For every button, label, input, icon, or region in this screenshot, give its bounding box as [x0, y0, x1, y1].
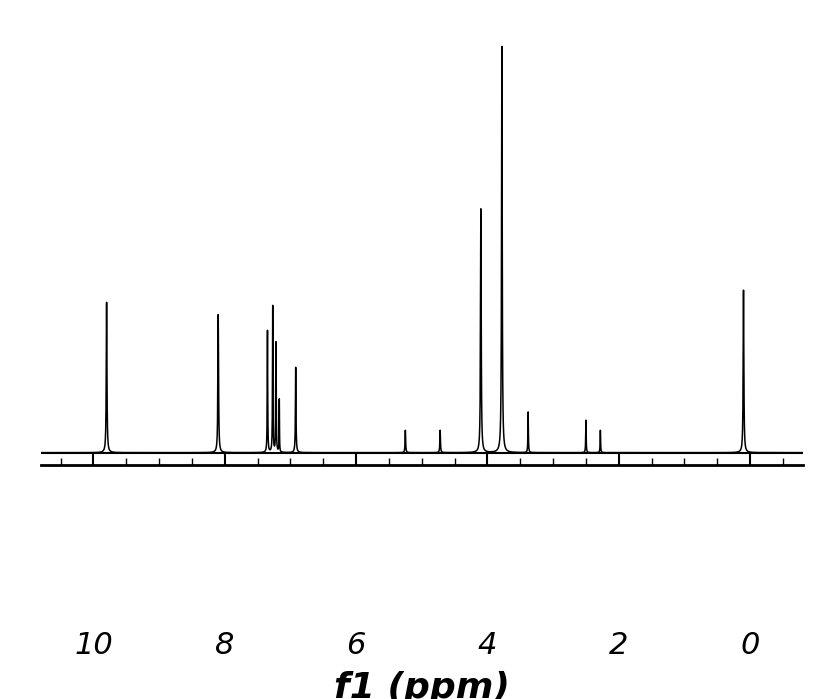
X-axis label: f1 (ppm): f1 (ppm)	[334, 671, 509, 699]
